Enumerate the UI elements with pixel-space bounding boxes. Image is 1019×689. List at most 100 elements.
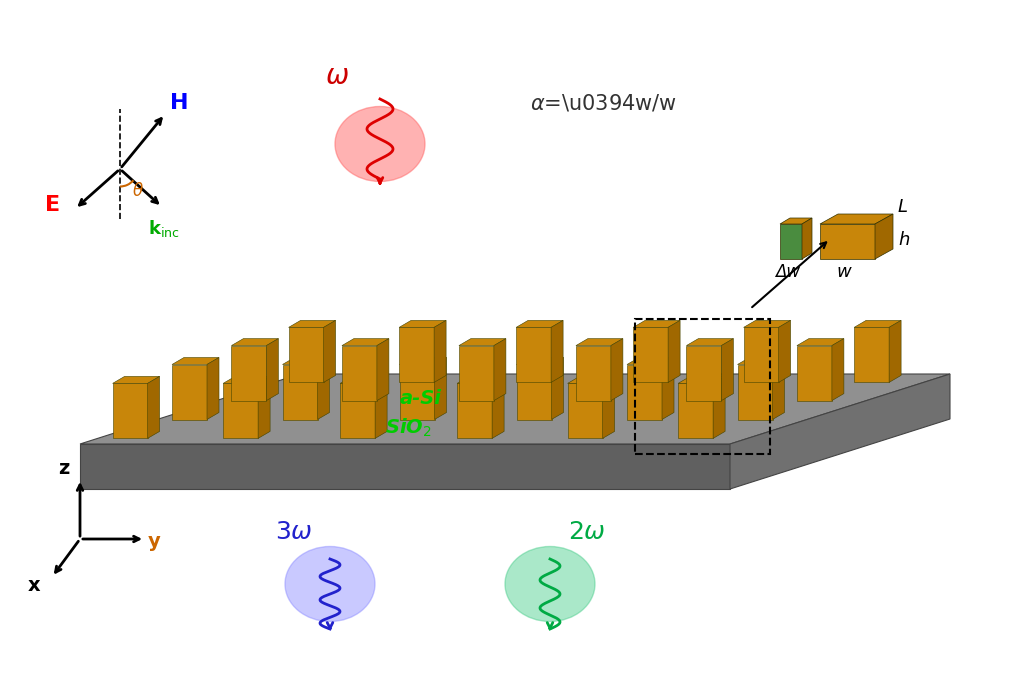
Polygon shape (720, 338, 733, 400)
Polygon shape (493, 338, 505, 400)
Polygon shape (223, 383, 258, 438)
Polygon shape (780, 224, 801, 259)
Polygon shape (743, 327, 777, 382)
Polygon shape (737, 364, 771, 420)
Polygon shape (207, 358, 219, 420)
Polygon shape (661, 358, 674, 420)
Polygon shape (819, 224, 874, 259)
Polygon shape (377, 338, 388, 400)
Polygon shape (819, 214, 892, 224)
Polygon shape (79, 444, 730, 489)
Polygon shape (730, 374, 949, 489)
Ellipse shape (504, 546, 594, 621)
Text: $\mathbf{k}_{\rm inc}$: $\mathbf{k}_{\rm inc}$ (148, 218, 179, 239)
Ellipse shape (334, 107, 425, 181)
Polygon shape (399, 358, 446, 364)
Polygon shape (853, 320, 900, 327)
Polygon shape (341, 346, 377, 400)
Text: $3\omega$: $3\omega$ (275, 520, 313, 544)
Polygon shape (516, 327, 550, 382)
Polygon shape (576, 338, 623, 346)
Polygon shape (172, 358, 219, 364)
Text: H: H (170, 93, 189, 113)
Text: x: x (28, 576, 41, 595)
Text: z: z (58, 459, 69, 478)
Polygon shape (516, 364, 551, 420)
Polygon shape (459, 338, 505, 346)
Polygon shape (112, 376, 159, 383)
Polygon shape (796, 338, 843, 346)
Polygon shape (627, 358, 674, 364)
Polygon shape (148, 376, 159, 438)
Polygon shape (491, 376, 503, 438)
Text: w: w (836, 263, 851, 281)
Polygon shape (399, 364, 434, 420)
Polygon shape (678, 376, 725, 383)
Polygon shape (339, 376, 387, 383)
Polygon shape (231, 338, 278, 346)
Polygon shape (457, 376, 503, 383)
Polygon shape (516, 320, 562, 327)
Text: Δw: Δw (774, 263, 799, 281)
Polygon shape (633, 320, 680, 327)
Polygon shape (832, 338, 843, 400)
Polygon shape (341, 338, 388, 346)
Polygon shape (678, 383, 712, 438)
Polygon shape (339, 383, 375, 438)
Polygon shape (567, 383, 602, 438)
Polygon shape (288, 320, 335, 327)
Text: y: y (148, 532, 161, 551)
Text: h: h (897, 231, 909, 249)
Polygon shape (79, 374, 949, 444)
Polygon shape (889, 320, 900, 382)
Polygon shape (801, 218, 811, 259)
Polygon shape (551, 358, 562, 420)
Polygon shape (323, 320, 335, 382)
Ellipse shape (284, 546, 375, 621)
Polygon shape (633, 327, 667, 382)
Polygon shape (112, 383, 148, 438)
Polygon shape (771, 358, 784, 420)
Polygon shape (686, 346, 720, 400)
Polygon shape (874, 214, 892, 259)
Polygon shape (172, 364, 207, 420)
Polygon shape (266, 338, 278, 400)
Polygon shape (282, 364, 317, 420)
Polygon shape (602, 376, 614, 438)
Polygon shape (231, 346, 266, 400)
Polygon shape (223, 376, 270, 383)
Text: a-Si: a-Si (399, 389, 441, 408)
Polygon shape (686, 338, 733, 346)
Polygon shape (457, 383, 491, 438)
Polygon shape (398, 327, 434, 382)
Text: E: E (45, 195, 60, 215)
Polygon shape (743, 320, 790, 327)
Polygon shape (434, 320, 445, 382)
Polygon shape (516, 358, 562, 364)
Text: $\alpha$=\u0394w/w: $\alpha$=\u0394w/w (530, 92, 677, 113)
Polygon shape (610, 338, 623, 400)
Polygon shape (796, 346, 832, 400)
Polygon shape (282, 358, 329, 364)
Polygon shape (550, 320, 562, 382)
Text: $\omega$: $\omega$ (325, 62, 348, 90)
Polygon shape (627, 364, 661, 420)
Polygon shape (434, 358, 446, 420)
Polygon shape (667, 320, 680, 382)
Polygon shape (780, 218, 811, 224)
Polygon shape (567, 376, 614, 383)
Polygon shape (459, 346, 493, 400)
Polygon shape (712, 376, 725, 438)
Polygon shape (258, 376, 270, 438)
Polygon shape (737, 358, 784, 364)
Polygon shape (317, 358, 329, 420)
Polygon shape (576, 346, 610, 400)
Polygon shape (398, 320, 445, 327)
Text: L: L (897, 198, 907, 216)
Text: SiO$_2$: SiO$_2$ (384, 417, 431, 440)
Polygon shape (288, 327, 323, 382)
Text: $\theta$: $\theta$ (131, 182, 144, 200)
Text: $2\omega$: $2\omega$ (568, 520, 605, 544)
Polygon shape (777, 320, 790, 382)
Bar (635, 319, 769, 454)
